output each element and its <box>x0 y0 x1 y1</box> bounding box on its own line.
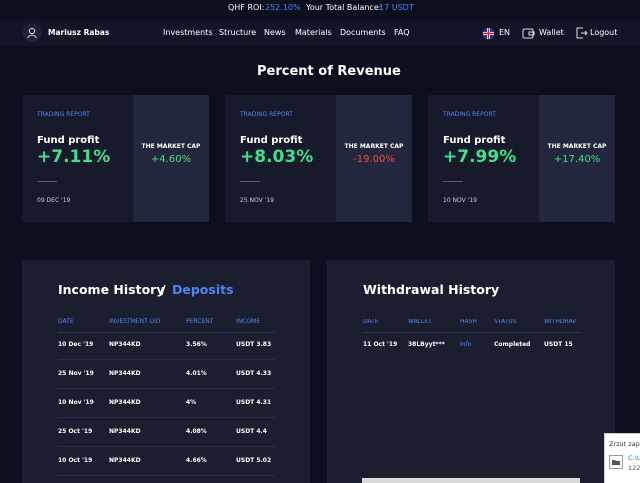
flag-icon[interactable] <box>482 27 495 40</box>
column-header: DATE <box>58 318 74 325</box>
nav-link[interactable]: Structure <box>219 28 257 37</box>
table-cell: 3.56% <box>186 341 207 348</box>
panel-title: Withdrawal History <box>363 282 500 297</box>
card-label: TRADING REPORT <box>240 111 293 118</box>
table-cell: Completed <box>494 341 531 348</box>
profit-value: +8.03% <box>240 147 314 167</box>
cap-value: +17.40% <box>553 154 601 165</box>
deposits-tab[interactable]: Deposits <box>172 282 234 297</box>
cap-label: THE MARKET CAP <box>141 143 201 150</box>
row-rule <box>58 388 275 389</box>
income-panel <box>22 260 310 483</box>
nav-link[interactable]: Materials <box>295 28 332 37</box>
wallet-icon[interactable] <box>522 27 535 39</box>
column-header: STATUS <box>494 319 517 325</box>
panel-title: Income History <box>58 282 165 297</box>
cap-label: THE MARKET CAP <box>344 143 404 150</box>
cap-value: +4.60% <box>150 154 192 165</box>
table-cell: 25 Nov '19 <box>58 370 94 377</box>
wallet-link[interactable]: Wallet <box>539 28 564 37</box>
table-cell: 10 Dec '19 <box>58 341 94 348</box>
row-rule <box>58 417 275 418</box>
row-rule <box>58 446 275 447</box>
column-header: WALLET <box>408 319 432 325</box>
card-date: 10 NOV '19 <box>443 197 477 204</box>
table-cell: 4.01% <box>186 370 207 377</box>
logout-icon[interactable] <box>576 27 588 39</box>
table-cell: 10 Oct '19 <box>58 457 93 464</box>
row-rule <box>58 359 275 360</box>
cap-label: THE MARKET CAP <box>547 143 607 150</box>
table-cell: 4% <box>186 399 197 406</box>
table-cell: NP344KD <box>109 399 141 406</box>
nav-link[interactable]: Investments <box>163 28 213 37</box>
card-side <box>336 95 412 222</box>
top-bar-text: 17 USDT <box>379 3 414 12</box>
nav-link[interactable]: News <box>264 28 286 37</box>
table-cell: USDT 3.83 <box>236 341 272 348</box>
nav-link[interactable]: FAQ <box>394 28 410 37</box>
table-cell: 4.08% <box>186 428 207 435</box>
table-cell: NP344KD <box>109 428 141 435</box>
column-header: INCOME <box>236 318 261 325</box>
card-date: 09 DEC '19 <box>37 197 71 204</box>
table-cell: NP344KD <box>109 457 141 464</box>
profit-label: Fund profit <box>443 135 506 146</box>
card-side <box>133 95 209 222</box>
header-rule <box>363 332 580 333</box>
header-rule <box>58 332 275 333</box>
avatar[interactable] <box>22 23 42 43</box>
nav-link[interactable]: Documents <box>340 28 386 37</box>
top-bar-text: QHF ROI: <box>228 3 265 12</box>
table-cell[interactable]: Info <box>460 341 472 348</box>
table-cell: USDT 4.33 <box>236 370 272 377</box>
language[interactable]: EN <box>499 28 511 37</box>
table-cell: 25 Oct '19 <box>58 428 93 435</box>
table-cell: 10 Nov '19 <box>58 399 94 406</box>
notification-title: Zrzut zap <box>609 440 640 448</box>
top-bar-text: Your Total Balance: <box>306 3 382 12</box>
table-cell: USDT 5.02 <box>236 457 272 464</box>
profit-label: Fund profit <box>240 135 303 146</box>
card-side <box>539 95 615 222</box>
table-cell: 11 Oct '19 <box>363 341 398 348</box>
divider <box>240 181 260 182</box>
card-date: 25 NOV '19 <box>240 197 274 204</box>
table-cell: USDT 15 <box>544 341 573 348</box>
column-header: PERCENT <box>186 318 214 325</box>
divider <box>443 181 463 182</box>
notification-size: 122 <box>628 464 640 472</box>
table-cell: USDT 4.4 <box>236 428 267 435</box>
table-cell: USDT 4.31 <box>236 399 272 406</box>
column-header: WITHDRAV <box>544 319 577 325</box>
user-name: Mariusz Rabas <box>48 28 110 37</box>
divider <box>37 181 57 182</box>
card-label: TRADING REPORT <box>443 111 496 118</box>
top-bar-text: 252.10% <box>265 3 301 12</box>
notification-path: C:\U <box>628 454 640 462</box>
profit-value: +7.11% <box>37 147 111 167</box>
withdrawal-panel <box>327 260 615 483</box>
logout-link[interactable]: Logout <box>590 28 618 37</box>
table-cell: NP344KD <box>109 370 141 377</box>
scrollbar <box>362 478 580 483</box>
profit-label: Fund profit <box>37 135 100 146</box>
table-cell: 4.66% <box>186 457 207 464</box>
column-header: HASH <box>460 319 477 325</box>
column-header: INVESTMENT UID <box>109 318 161 325</box>
profit-value: +7.99% <box>443 147 517 167</box>
card-label: TRADING REPORT <box>37 111 90 118</box>
table-cell: 38LByyt*** <box>408 341 445 348</box>
table-cell: NP344KD <box>109 341 141 348</box>
folder-icon <box>609 455 623 469</box>
title-separator: / <box>161 282 166 297</box>
row-rule <box>58 475 275 476</box>
page-title: Percent of Revenue <box>257 64 401 79</box>
column-header: DATE <box>363 319 379 325</box>
cap-value: -19.00% <box>353 154 395 165</box>
